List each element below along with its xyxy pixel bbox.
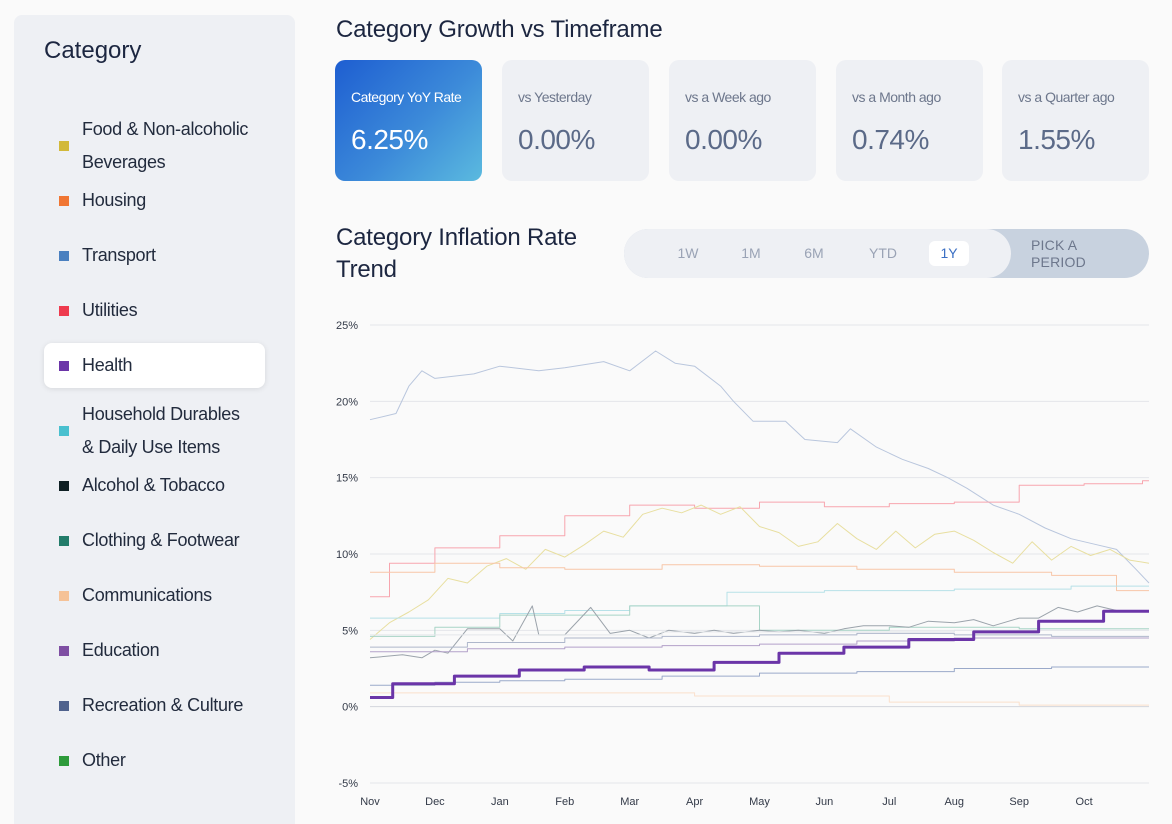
growth-card-label: Category YoY Rate	[351, 89, 462, 105]
category-list: Food & Non-alcoholic Beverages Housing Tra…	[44, 113, 265, 793]
y-tick-label: 15%	[336, 473, 358, 485]
category-item[interactable]: Transport	[44, 233, 265, 278]
category-color-swatch	[59, 590, 69, 601]
series-line	[370, 632, 1149, 648]
series-line	[369, 504, 1150, 640]
y-tick-label: 0%	[342, 702, 358, 714]
category-item[interactable]: Other	[44, 738, 265, 783]
category-item[interactable]: Recreation & Culture	[44, 683, 265, 728]
category-color-swatch	[59, 480, 69, 491]
category-label: Communications	[82, 585, 212, 605]
growth-card: vs a Week ago 0.00%	[669, 60, 816, 181]
y-tick-label: 25%	[336, 320, 358, 332]
pick-a-period-button[interactable]: PICK A PERIOD	[1031, 237, 1086, 270]
category-item[interactable]: Household Durables & Daily Use Items	[44, 398, 265, 464]
category-color-swatch	[59, 195, 69, 206]
category-label: Education	[82, 640, 160, 660]
category-label: Clothing & Footwear	[82, 530, 240, 550]
growth-card-value: 6.25%	[351, 124, 428, 155]
x-tick-label: May	[749, 796, 770, 808]
category-label: Utilities	[82, 300, 138, 320]
growth-card-label: vs Yesterday	[518, 89, 592, 105]
x-tick-label: Aug	[944, 796, 964, 808]
category-item[interactable]: Health	[44, 343, 265, 388]
growth-card-value: 1.55%	[1018, 124, 1095, 155]
category-item[interactable]: Communications	[44, 573, 265, 618]
x-tick-label: Sep	[1009, 796, 1029, 808]
period-buttons: 1W 1M 6M YTD 1Y	[624, 229, 1011, 278]
growth-card: Category YoY Rate 6.25%	[335, 60, 482, 181]
x-tick-label: Apr	[686, 796, 703, 808]
category-item[interactable]: Housing	[44, 178, 265, 223]
y-tick-label: 20%	[336, 396, 358, 408]
category-item[interactable]: Education	[44, 628, 265, 673]
x-tick-label: Jul	[882, 796, 896, 808]
category-label: Housing	[82, 190, 146, 210]
category-color-swatch	[59, 700, 69, 711]
growth-card-value: 0.00%	[685, 124, 762, 155]
series-line	[370, 666, 1149, 686]
x-tick-label: Feb	[555, 796, 574, 808]
category-label: Health	[82, 355, 133, 375]
category-color-swatch	[59, 305, 69, 316]
sidebar-title: Category	[44, 37, 142, 64]
series-line	[370, 605, 1149, 637]
category-label: Recreation & Culture	[82, 695, 244, 715]
category-item[interactable]: Food & Non-alcoholic Beverages	[44, 113, 265, 179]
growth-card: vs Yesterday 0.00%	[502, 60, 649, 181]
period-button[interactable]: 1W	[677, 245, 699, 261]
period-selector: 1W 1M 6M YTD 1Y PICK A PERIOD	[624, 229, 1149, 278]
x-tick-label: Mar	[620, 796, 639, 808]
x-tick-label: Dec	[425, 796, 445, 808]
category-label: Other	[82, 750, 126, 770]
series-line	[370, 629, 1149, 636]
y-tick-label: 10%	[336, 549, 358, 561]
y-tick-label: -5%	[338, 778, 358, 790]
growth-card-label: vs a Week ago	[685, 89, 771, 105]
growth-title: Category Growth vs Timeframe	[336, 16, 663, 43]
category-label: Alcohol & Tobacco	[82, 475, 225, 495]
growth-card-value: 0.74%	[852, 124, 929, 155]
growth-card: vs a Month ago 0.74%	[836, 60, 983, 181]
category-color-swatch	[59, 645, 69, 656]
category-item[interactable]: Clothing & Footwear	[44, 518, 265, 563]
x-tick-label: Oct	[1076, 796, 1093, 808]
growth-card-label: vs a Month ago	[852, 89, 941, 105]
series-line	[370, 562, 1149, 592]
period-button[interactable]: 1Y	[929, 241, 969, 266]
growth-card-label: vs a Quarter ago	[1018, 89, 1115, 105]
category-item[interactable]: Utilities	[44, 288, 265, 333]
category-label: Food & Non-alcoholic Beverages	[82, 119, 249, 172]
series-line	[370, 637, 1149, 653]
category-label: Household Durables & Daily Use Items	[82, 404, 240, 457]
category-color-swatch	[59, 250, 69, 261]
category-color-swatch	[59, 360, 69, 371]
category-color-swatch	[59, 426, 69, 436]
x-tick-label: Jun	[816, 796, 834, 808]
period-button[interactable]: 6M	[804, 245, 824, 261]
series-line	[370, 585, 1149, 619]
series-line	[370, 692, 1149, 706]
series-line	[370, 480, 1149, 598]
series-line	[369, 350, 1150, 584]
growth-card: vs a Quarter ago 1.55%	[1002, 60, 1149, 181]
period-button[interactable]: 1M	[741, 245, 761, 261]
category-color-swatch	[59, 535, 69, 546]
category-sidebar: Category Food & Non-alcoholic Beverages H…	[14, 15, 295, 824]
category-color-swatch	[59, 141, 69, 151]
x-tick-label: Nov	[360, 796, 380, 808]
period-button[interactable]: YTD	[869, 245, 897, 261]
category-label: Transport	[82, 245, 156, 265]
category-color-swatch	[59, 755, 69, 766]
growth-card-value: 0.00%	[518, 124, 595, 155]
category-item[interactable]: Alcohol & Tobacco	[44, 463, 265, 508]
y-tick-label: 5%	[342, 625, 358, 637]
inflation-trend-chart: -5% 0% 5% 10% 15% 20% 25% Nov Dec Jan Feb Mar Apr May…	[336, 320, 1150, 808]
x-tick-label: Jan	[491, 796, 509, 808]
series-line	[370, 609, 1149, 699]
trend-title: Category Inflation Rate Trend	[336, 224, 577, 283]
